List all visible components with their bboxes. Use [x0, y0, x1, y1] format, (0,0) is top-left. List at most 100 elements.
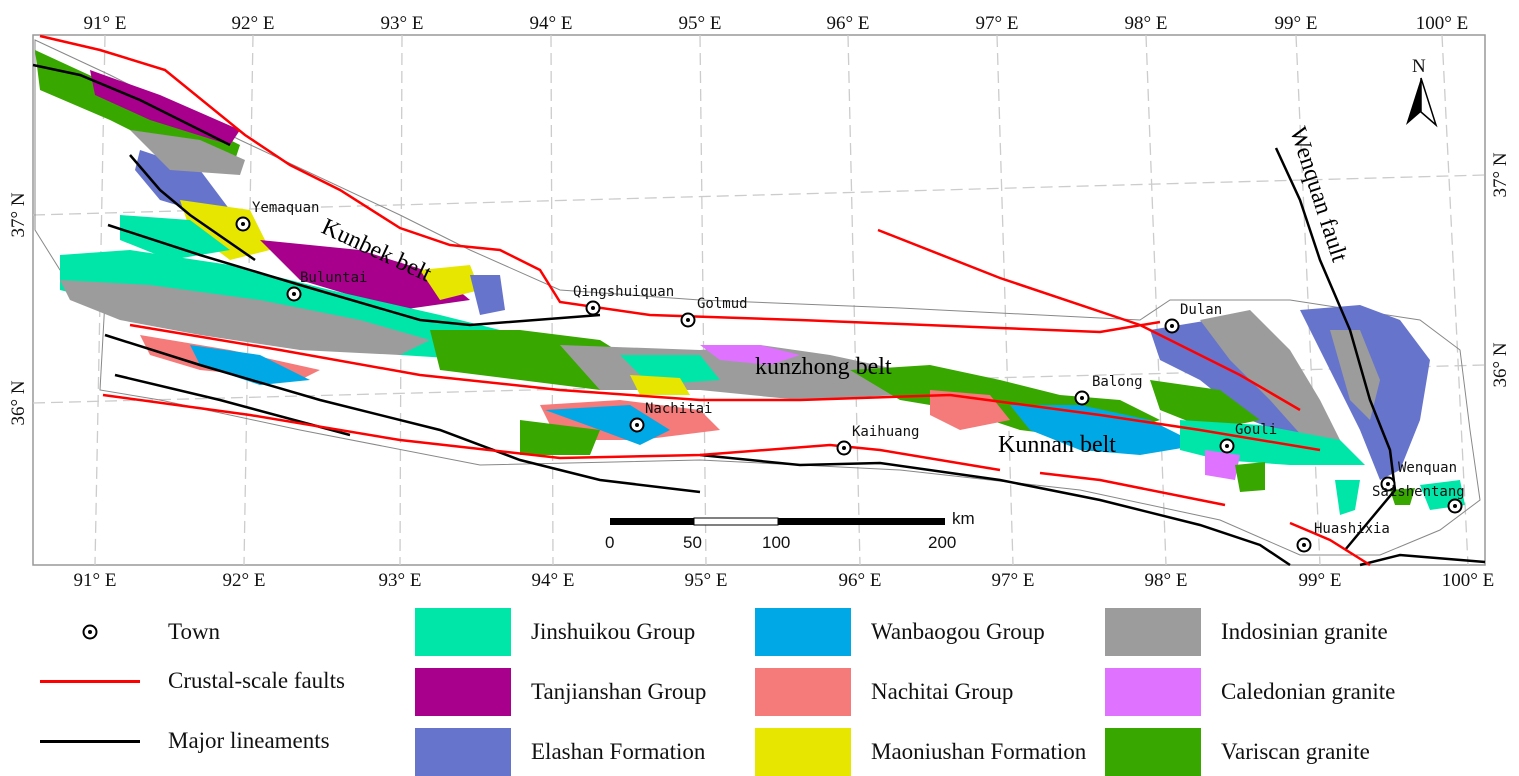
lat-label-right: 37° N	[1490, 152, 1511, 197]
legend-label: Elashan Formation	[531, 739, 706, 764]
lon-label-bottom: 97° E	[992, 570, 1035, 591]
lon-label-top: 98° E	[1125, 13, 1168, 34]
scale-label: 200	[928, 533, 956, 552]
legend-swatch	[755, 728, 851, 776]
lon-label-bottom: 95° E	[685, 570, 728, 591]
legend-swatch	[755, 668, 851, 716]
legend-item: Variscan granite	[1105, 728, 1370, 776]
town-label: Yemaquan	[252, 200, 319, 216]
town-marker: Saishentang	[1372, 484, 1465, 514]
town-label: Saishentang	[1372, 484, 1465, 500]
north-label: N	[1412, 56, 1426, 77]
town-marker: Dulan	[1164, 302, 1222, 334]
town-label: Gouli	[1235, 422, 1277, 438]
legend-label: Jinshuikou Group	[531, 619, 696, 644]
lon-label-bottom: 94° E	[532, 570, 575, 591]
lon-label-bottom: 93° E	[379, 570, 422, 591]
lon-label-top: 94° E	[530, 13, 573, 34]
town-marker: Gouli	[1219, 422, 1277, 454]
lon-label-top: 100° E	[1416, 13, 1468, 34]
lat-label-left: 37° N	[8, 192, 29, 237]
legend-label: Caledonian granite	[1221, 679, 1396, 704]
legend-swatch	[415, 668, 511, 716]
legend-swatch	[1105, 608, 1201, 656]
town-label: Huashixia	[1314, 521, 1390, 537]
legend-item: Nachitai Group	[755, 668, 1013, 716]
legend: Town Crustal-scale faults Major lineaments…	[0, 600, 1519, 776]
town-label: Balong	[1092, 374, 1143, 390]
legend-label: Maoniushan Formation	[871, 739, 1087, 764]
town-label: Dulan	[1180, 302, 1222, 318]
legend-label: Town	[168, 619, 221, 644]
town-marker: Buluntai	[286, 270, 367, 302]
legend-swatch	[415, 608, 511, 656]
legend-item: Elashan Formation	[415, 728, 705, 776]
town-label: Kaihuang	[852, 424, 919, 440]
legend-item: Tanjianshan Group	[415, 668, 706, 716]
scale-label: 100	[762, 533, 790, 552]
legend-label: Variscan granite	[1221, 739, 1370, 764]
legend-item: Wanbaogou Group	[755, 608, 1045, 656]
legend-swatch	[415, 728, 511, 776]
legend-label: Tanjianshan Group	[531, 679, 707, 704]
town-marker: Nachitai	[629, 401, 712, 433]
legend-item: Major lineaments	[40, 728, 330, 754]
legend-label: Crustal-scale faults	[168, 668, 345, 693]
lat-label-right: 36° N	[1490, 342, 1511, 387]
scale-label: 50	[683, 533, 702, 552]
geological-map: Yemaquan Buluntai Qingshuiquan Golmud Dulan B…	[8, 13, 1511, 591]
legend-line-symbol	[40, 679, 140, 683]
town-label: Qingshuiquan	[573, 284, 674, 300]
legend-label: Major lineaments	[168, 728, 330, 753]
legend-line-symbol	[40, 739, 140, 743]
town-marker: Huashixia	[1296, 521, 1390, 553]
crustal-scale-faults	[39, 34, 1371, 567]
town-marker: Balong	[1074, 374, 1143, 406]
lon-label-top: 97° E	[976, 13, 1019, 34]
lon-label-bottom: 100° E	[1442, 570, 1494, 591]
major-lineaments	[32, 63, 1486, 567]
belt-label-kunzhong: kunzhong belt	[755, 354, 892, 380]
legend-item: Jinshuikou Group	[415, 608, 695, 656]
scale-label: 0	[605, 533, 614, 552]
towns: Yemaquan Buluntai Qingshuiquan Golmud Dulan B…	[235, 200, 1465, 553]
town-label: Nachitai	[645, 401, 712, 417]
town-label: Buluntai	[300, 270, 367, 286]
town-label: Golmud	[697, 296, 748, 312]
lon-label-top: 99° E	[1275, 13, 1318, 34]
town-marker: Qingshuiquan	[573, 284, 674, 316]
legend-item: Town	[40, 608, 220, 656]
town-marker: Kaihuang	[836, 424, 919, 456]
lon-label-top: 92° E	[232, 13, 275, 34]
scale-bar: 0 50 100 200 km	[605, 509, 975, 552]
legend-swatch	[1105, 668, 1201, 716]
lon-label-top: 96° E	[827, 13, 870, 34]
lon-label-bottom: 92° E	[223, 570, 266, 591]
belt-label-kunnan: Kunnan belt	[998, 432, 1116, 458]
town-marker: Golmud	[680, 296, 748, 328]
legend-label: Wanbaogou Group	[871, 619, 1045, 644]
lon-label-top: 91° E	[84, 13, 127, 34]
lon-label-top: 95° E	[679, 13, 722, 34]
legend-item: Indosinian granite	[1105, 608, 1388, 656]
legend-label: Indosinian granite	[1221, 619, 1388, 644]
study-area-outline	[34, 39, 1481, 556]
legend-item: Crustal-scale faults	[40, 668, 345, 694]
lat-label-left: 36° N	[8, 380, 29, 425]
scale-unit: km	[952, 509, 975, 528]
legend-item: Maoniushan Formation	[755, 728, 1086, 776]
north-arrow: N	[1406, 56, 1438, 128]
legend-label: Nachitai Group	[871, 679, 1014, 704]
legend-swatch	[1105, 728, 1201, 776]
town-label: Wenquan	[1398, 460, 1457, 476]
legend-swatch	[755, 608, 851, 656]
lon-label-bottom: 98° E	[1145, 570, 1188, 591]
axis-labels: 91° E 92° E 93° E 94° E 95° E 96° E 97° E 98° E…	[8, 13, 1511, 591]
lon-label-bottom: 99° E	[1299, 570, 1342, 591]
lon-label-top: 93° E	[381, 13, 424, 34]
lon-label-bottom: 96° E	[839, 570, 882, 591]
lon-label-bottom: 91° E	[74, 570, 117, 591]
town-marker: Yemaquan	[235, 200, 319, 232]
town-marker: Wenquan	[1380, 460, 1457, 492]
legend-item: Caledonian granite	[1105, 668, 1395, 716]
